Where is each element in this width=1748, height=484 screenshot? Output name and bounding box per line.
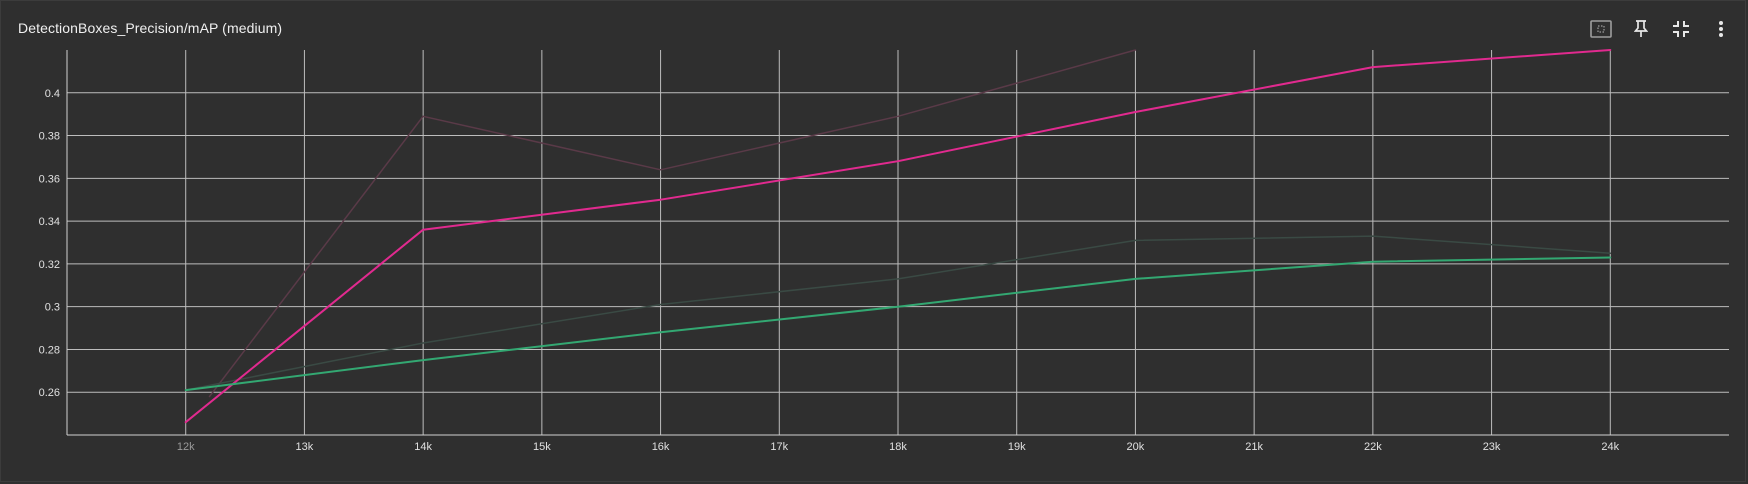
x-tick-label: 24k	[1601, 441, 1619, 453]
more-vert-icon	[1719, 21, 1723, 37]
y-tick-label: 0.34	[39, 216, 60, 228]
collapse-button[interactable]	[1667, 17, 1695, 41]
y-tick-label: 0.3	[45, 302, 60, 314]
grid	[67, 50, 1729, 435]
x-tick-label: 14k	[414, 441, 432, 453]
y-tick-label: 0.4	[45, 88, 60, 100]
axes	[66, 50, 1729, 436]
x-tick-label: 22k	[1364, 441, 1382, 453]
pin-button[interactable]	[1627, 17, 1655, 41]
y-tick-label: 0.32	[39, 259, 60, 271]
fit-domain-icon	[1590, 20, 1612, 38]
series-line-2[interactable]	[184, 235, 1612, 391]
collapse-icon	[1673, 21, 1689, 37]
x-tick-label: 23k	[1483, 441, 1501, 453]
more-options-button[interactable]	[1707, 17, 1735, 41]
tick-labels: 12k 13k 14k 15k 16k 17k 18k 19k 20k 21k 22k 23k 24k 0…	[39, 88, 1620, 453]
x-tick-label: 13k	[296, 441, 314, 453]
fit-domain-button[interactable]	[1587, 17, 1615, 41]
series	[184, 49, 1612, 424]
card-toolbar	[1575, 17, 1735, 41]
x-tick-label: 21k	[1245, 441, 1263, 453]
x-tick-label: 12k	[177, 441, 195, 453]
pin-icon	[1634, 20, 1648, 37]
x-tick-label: 16k	[652, 441, 670, 453]
y-tick-label: 0.36	[39, 173, 60, 185]
y-tick-label: 0.38	[39, 131, 60, 143]
series-line-4[interactable]	[184, 256, 1612, 392]
x-tick-label: 18k	[889, 441, 907, 453]
chart-title: DetectionBoxes_Precision/mAP (medium)	[18, 20, 283, 36]
series-line-3[interactable]	[184, 49, 1612, 424]
x-tick-label: 19k	[1008, 441, 1026, 453]
x-tick-label: 15k	[533, 441, 551, 453]
y-tick-label: 0.28	[39, 344, 60, 356]
y-tick-label: 0.26	[39, 387, 60, 399]
x-tick-label: 17k	[770, 441, 788, 453]
series-line-1[interactable]	[208, 49, 1137, 398]
x-tick-label: 20k	[1127, 441, 1145, 453]
